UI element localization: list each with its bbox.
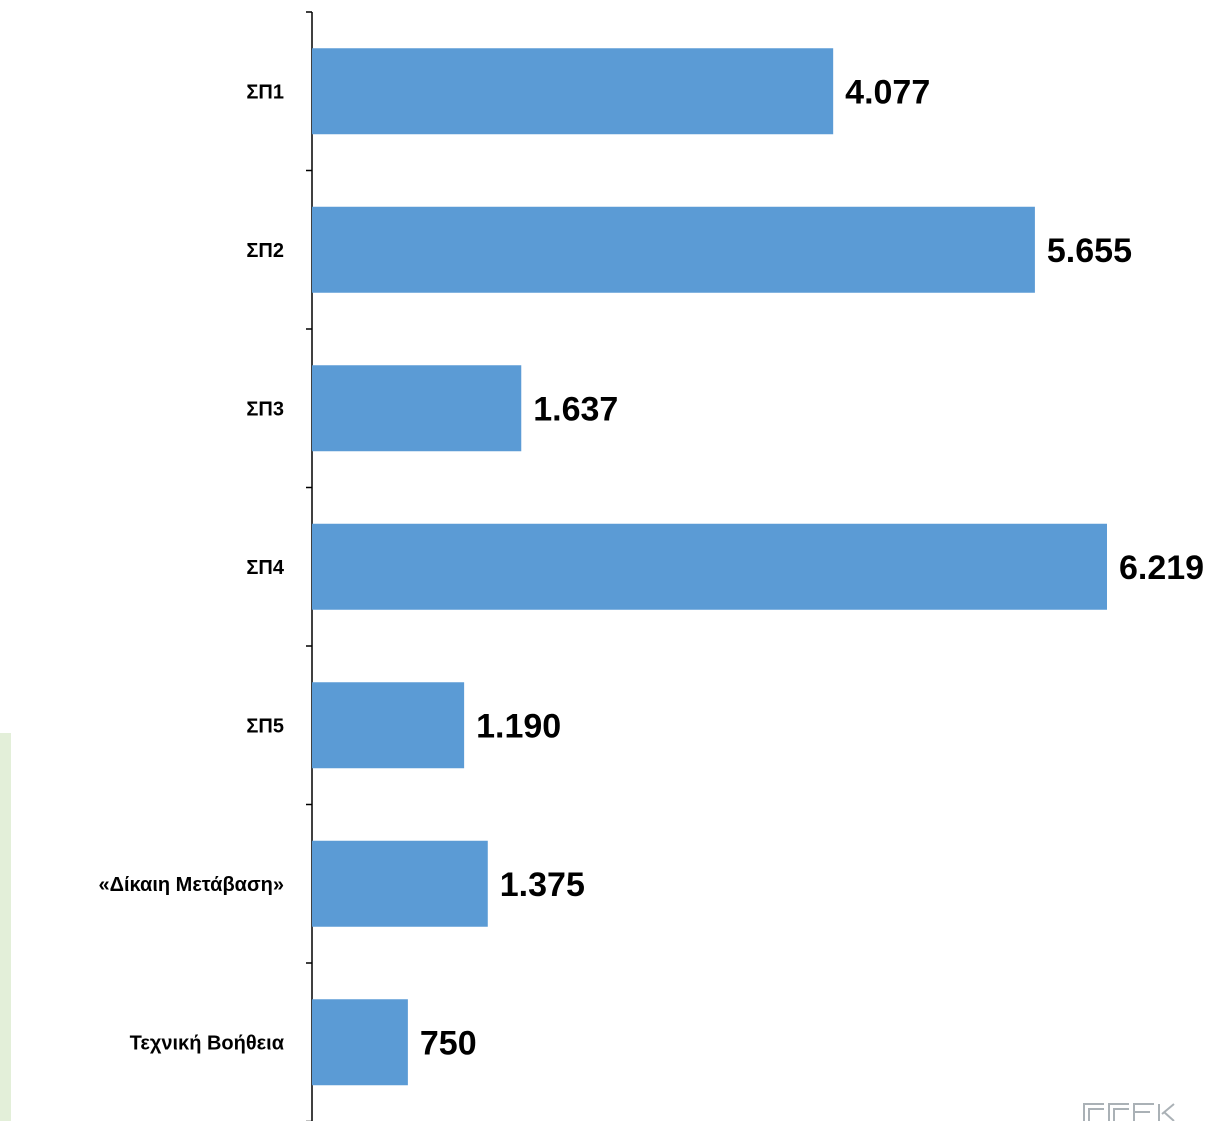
category-label: ΣΠ3 (246, 398, 284, 420)
bar (312, 48, 834, 135)
category-label: ΣΠ5 (246, 715, 284, 737)
bar (312, 682, 465, 769)
category-label: Τεχνική Βοήθεια (130, 1032, 285, 1054)
data-label: 5.655 (1047, 232, 1132, 270)
data-label: 1.637 (533, 390, 618, 428)
category-label: ΣΠ2 (246, 240, 284, 262)
left-accent-panel (0, 733, 11, 1121)
bar (312, 999, 408, 1086)
category-label: ΣΠ4 (246, 557, 284, 579)
data-label: 1.375 (500, 866, 585, 904)
axis-ticks (306, 11, 312, 1121)
bar-series (312, 48, 1107, 1086)
bar (312, 523, 1107, 610)
category-label: «Δίκαιη Μετάβαση» (98, 874, 284, 896)
data-label: 6.219 (1119, 549, 1204, 587)
category-label: ΣΠ1 (246, 81, 284, 103)
data-labels: 4.077 5.655 1.637 6.219 1.190 1.375 750 (420, 73, 1204, 1062)
data-label: 1.190 (476, 707, 561, 745)
bar (312, 365, 522, 452)
data-label: 750 (420, 1024, 477, 1062)
bar (312, 206, 1035, 293)
data-label: 4.077 (845, 73, 930, 111)
category-labels: ΣΠ1 ΣΠ2 ΣΠ3 ΣΠ4 ΣΠ5 «Δίκαιη Μετάβαση» Τεχνική … (98, 81, 284, 1054)
logo-mark (1083, 1103, 1175, 1121)
bar (312, 840, 488, 927)
